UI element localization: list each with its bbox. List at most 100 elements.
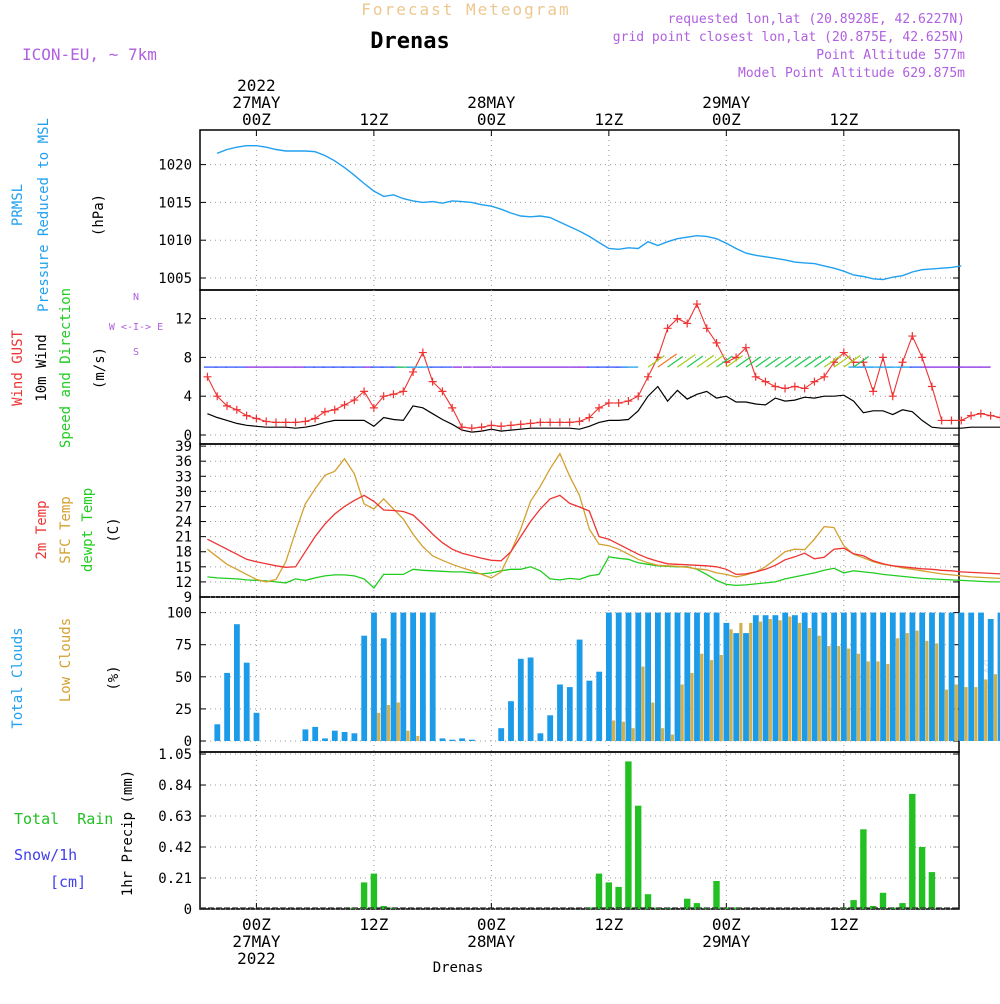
gust-marker	[947, 416, 956, 425]
top-time-label: 2022	[237, 76, 276, 95]
low-cloud-bar	[964, 687, 968, 741]
total-cloud-bar	[831, 612, 837, 741]
rain-bar	[605, 882, 612, 909]
y-tick-label: 24	[175, 515, 192, 531]
low-cloud-bar	[925, 640, 929, 741]
total-cloud-bar	[743, 633, 749, 741]
gust-marker	[516, 420, 525, 429]
rain-bar	[644, 894, 652, 909]
y-tick-label: 18	[175, 545, 192, 561]
p5-rain-label: Total Rain	[14, 810, 113, 828]
gust-marker	[399, 387, 408, 396]
y-tick-label: 36	[175, 454, 192, 470]
gust-marker	[741, 343, 750, 352]
gust-marker	[800, 384, 809, 393]
gust-marker	[888, 392, 897, 401]
total-cloud-bar	[694, 612, 700, 741]
low-cloud-bar	[719, 655, 723, 741]
panel-pressure-frame	[199, 129, 960, 291]
gust-marker	[526, 419, 535, 428]
gust-marker	[389, 390, 398, 399]
low-cloud-bar	[847, 648, 851, 741]
low-cloud-bar	[837, 646, 841, 741]
y-tick-label: 0	[184, 428, 192, 444]
gust-marker	[869, 387, 878, 396]
total-cloud-bar	[322, 738, 328, 741]
gust-marker	[673, 314, 682, 323]
total-cloud-bar	[635, 612, 642, 741]
total-cloud-bar	[703, 612, 710, 741]
gust-marker	[203, 372, 212, 381]
p3-unit-label: (C)	[106, 517, 122, 542]
gust-marker	[232, 405, 241, 414]
gust-marker	[898, 358, 907, 367]
total-cloud-bar	[645, 612, 651, 741]
total-cloud-bar	[459, 738, 465, 741]
bottom-time-label: 00Z	[477, 915, 506, 934]
total-cloud-bar	[909, 612, 916, 741]
total-cloud-bar	[762, 615, 769, 741]
y-tick-label: 100	[167, 606, 192, 622]
rain-bar	[879, 892, 887, 909]
y-tick-label: 15	[175, 560, 192, 576]
total-cloud-bar	[772, 615, 779, 741]
y-tick-label: 8	[184, 350, 192, 366]
gust-marker	[663, 324, 672, 333]
low-cloud-bar	[641, 666, 645, 741]
gust-marker	[967, 411, 976, 420]
wind-direction-arrow	[735, 356, 752, 368]
model-label: ICON-EU, ~ 7km	[22, 45, 157, 64]
y-tick-label: 33	[175, 469, 192, 485]
bottom-time-label: 12Z	[594, 915, 623, 934]
wind-direction-arrow	[745, 356, 762, 368]
low-cloud-bar	[377, 712, 381, 741]
total-cloud-bar	[586, 680, 593, 741]
top-time-label: 12Z	[829, 110, 858, 129]
point-altitude: Point Altitude 577m	[816, 48, 965, 63]
p5-snow-label: Snow/1h	[14, 846, 77, 864]
total-cloud-bar	[801, 612, 808, 741]
total-cloud-bar	[889, 612, 896, 741]
rain-bar	[713, 881, 720, 909]
total-cloud-bar	[733, 633, 740, 741]
wind-direction-arrow	[696, 354, 715, 368]
low-cloud-bar	[993, 674, 997, 741]
top-time-label: 12Z	[359, 110, 388, 129]
gust-marker	[927, 382, 936, 391]
total-cloud-bar	[870, 612, 877, 741]
low-cloud-bar	[758, 621, 763, 741]
gust-marker	[761, 377, 770, 386]
gust-marker	[262, 417, 271, 426]
p4-total-label: Total Clouds	[10, 627, 26, 728]
rain-bar	[723, 907, 730, 909]
gust-marker	[271, 418, 280, 427]
total-cloud-bar	[351, 733, 358, 741]
top-time-label: 00Z	[712, 110, 741, 129]
low-cloud-bar	[680, 684, 684, 741]
y-tick-label: 0.42	[158, 840, 192, 856]
total-cloud-bar	[341, 732, 348, 741]
gust-marker	[438, 387, 447, 396]
gust-marker	[448, 403, 457, 412]
bottom-time-label: 00Z	[242, 915, 271, 934]
total-cloud-bar	[410, 612, 416, 741]
bottom-time-label: 29MAY	[702, 932, 751, 951]
dewpoint-line	[207, 556, 1000, 589]
total-cloud-bar	[811, 612, 818, 741]
y-tick-label: 27	[175, 499, 192, 515]
gust-marker	[683, 319, 692, 328]
gust-marker	[291, 418, 300, 427]
top-time-label: 28MAY	[467, 93, 516, 112]
gust-marker	[252, 414, 261, 423]
p4-low-label: Low Clouds	[58, 618, 74, 702]
gust-marker	[536, 418, 545, 427]
wind-direction-arrow	[716, 355, 733, 368]
wind-direction-arrow	[784, 355, 801, 368]
total-cloud-bar	[498, 728, 505, 741]
top-time-label: 00Z	[242, 110, 271, 129]
total-cloud-bar	[919, 612, 926, 741]
gust-marker	[340, 400, 349, 409]
gust-marker	[781, 384, 790, 393]
